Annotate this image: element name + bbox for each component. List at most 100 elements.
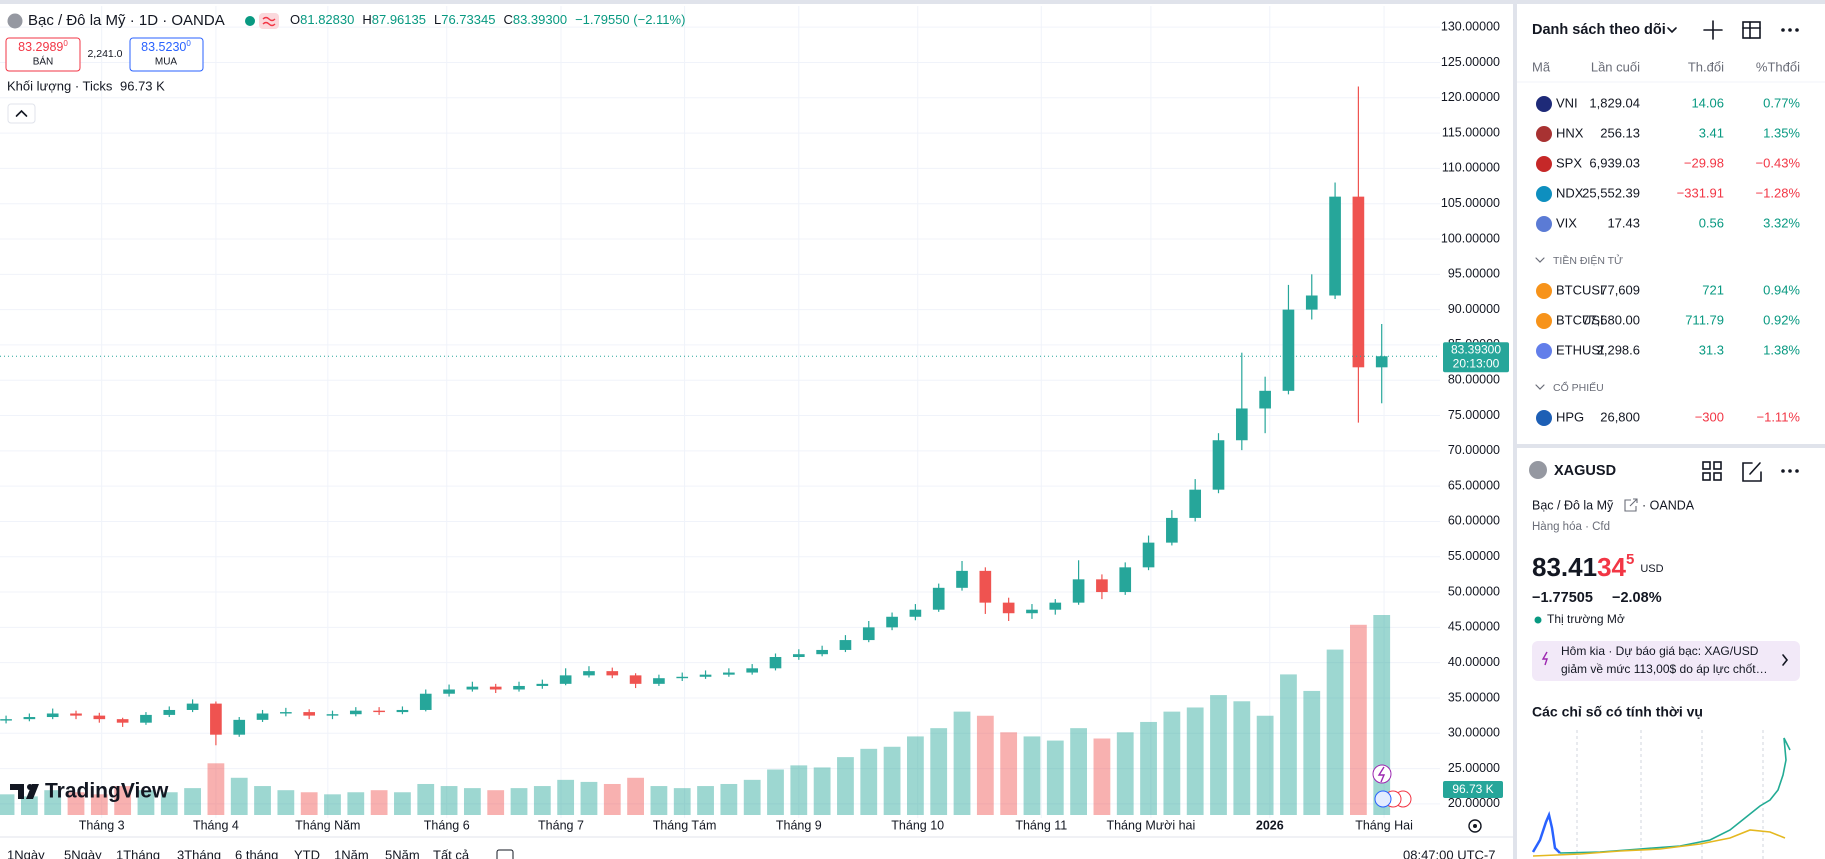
sell-price[interactable]: 83.29890 [18, 39, 68, 55]
candle-body [839, 640, 852, 650]
row-change: −331.91 [1677, 185, 1724, 200]
candle-body [956, 570, 968, 588]
section-title[interactable]: TIỀN ĐIỆN TỬ [1553, 254, 1623, 267]
row-symbol[interactable]: BTCUSDT [1556, 312, 1617, 327]
event-bolt[interactable] [1377, 766, 1386, 783]
volume-bar [1046, 740, 1064, 815]
sell-label[interactable]: BÁN [33, 55, 54, 68]
event-icon[interactable] [1372, 764, 1392, 784]
x-tick-label: Tháng 6 [424, 818, 470, 832]
volume-bar [790, 765, 808, 815]
seasonal-title: Các chỉ số có tính thời vụ [1532, 704, 1703, 720]
symbol-title: Bạc / Đô la Mỹ · 1D · OANDA [28, 12, 225, 29]
y-tick-label: 110.00000 [1442, 161, 1500, 175]
edit-icon[interactable] [1742, 462, 1762, 482]
grid-icon[interactable] [1713, 461, 1722, 470]
settings-icon-dot[interactable] [1473, 824, 1477, 828]
y-tick-label: 125.00000 [1441, 55, 1500, 69]
volume-bar [440, 786, 458, 815]
more-icon[interactable] [1781, 469, 1799, 473]
range-button[interactable]: Tất cả [433, 847, 470, 859]
y-tick-label: 35.00000 [1448, 690, 1500, 704]
candle-body [979, 570, 992, 603]
row-symbol[interactable]: VNI [1556, 95, 1578, 110]
details-name[interactable]: Bạc / Đô la Mỹ [1532, 498, 1614, 512]
layout-icon-lines[interactable] [1742, 21, 1761, 39]
row-last: 26,800 [1600, 409, 1640, 424]
section-chevron[interactable] [1535, 384, 1545, 390]
row-symbol[interactable]: SPX [1556, 155, 1582, 170]
grid-icon[interactable] [1702, 461, 1711, 470]
buy-price[interactable]: 83.52300 [141, 39, 191, 55]
grid-icon[interactable] [1702, 472, 1711, 481]
news-card[interactable] [1532, 641, 1800, 681]
column-change-pct[interactable]: %Thđổi [1756, 59, 1800, 74]
row-symbol[interactable]: HNX [1556, 125, 1584, 140]
buy-button[interactable] [129, 37, 204, 72]
grid-icon[interactable] [1713, 472, 1722, 481]
settings-icon[interactable] [1468, 819, 1482, 833]
volume-bar [207, 763, 225, 815]
volume-bar [557, 779, 575, 815]
volume-title: Khối lượng · Ticks [7, 78, 113, 93]
volume-bar [1233, 701, 1251, 815]
sell-price-sup[interactable]: 0 [63, 39, 68, 48]
news-line-2[interactable]: giảm về mức 113,00$ do áp lực chốt… [1561, 662, 1768, 676]
y-tick-label: 30.00000 [1448, 726, 1500, 740]
column-change[interactable]: Th.đổi [1688, 59, 1724, 74]
volume-bar [0, 794, 15, 815]
watchlist-title[interactable]: Danh sách theo dõi [1532, 22, 1666, 38]
news-chevron[interactable] [1782, 654, 1789, 666]
range-button[interactable]: 1Ngày [7, 847, 45, 859]
row-symbol[interactable]: VIX [1556, 215, 1577, 230]
logo-text: TradingView [45, 780, 169, 803]
buy-label[interactable]: MUA [155, 57, 178, 68]
candle-body [699, 674, 712, 677]
range-button[interactable]: 5Năm [385, 847, 420, 859]
layout-icon[interactable] [1742, 21, 1761, 39]
more-icon[interactable] [1781, 28, 1799, 32]
range-button[interactable]: 1Năm [334, 847, 369, 859]
sell-button[interactable] [5, 37, 81, 72]
column-last[interactable]: Lần cuối [1591, 59, 1640, 74]
buy-price-main[interactable]: 83.5230 [141, 40, 186, 54]
flag-icon[interactable] [1374, 790, 1392, 808]
row-change: 0.56 [1699, 215, 1724, 230]
row-symbol[interactable]: NDX [1556, 185, 1584, 200]
collapse-button[interactable] [7, 103, 36, 124]
news-line-1[interactable]: Hôm kia · Dự báo giá bạc: XAG/USD [1561, 644, 1759, 658]
y-tick-label: 130.00000 [1441, 19, 1500, 33]
volume-bar [1280, 674, 1297, 815]
volume-bar [44, 790, 62, 815]
row-symbol[interactable]: ETHUSD [1556, 342, 1609, 357]
add-icon[interactable] [1703, 20, 1723, 40]
news-icon[interactable] [1541, 651, 1548, 666]
ohlc-value: 87.96135 [372, 12, 426, 27]
watchlist-chevron[interactable] [1667, 27, 1677, 34]
volume-bar [1350, 624, 1367, 815]
volume-bar [953, 711, 971, 815]
sell-price-main[interactable]: 83.2989 [18, 40, 63, 54]
range-button[interactable]: 5Ngày [64, 847, 102, 859]
external-link-icon[interactable] [1624, 498, 1638, 512]
section-title[interactable]: CỔ PHIẾU [1553, 381, 1604, 394]
column-symbol[interactable]: Mã [1532, 59, 1551, 74]
buy-price-sup[interactable]: 0 [186, 39, 191, 48]
row-symbol[interactable]: HPG [1556, 409, 1584, 424]
section-chevron[interactable] [1535, 257, 1545, 263]
symbol-icon [1536, 410, 1552, 426]
candle-body [443, 689, 455, 694]
y-tick-label: 105.00000 [1441, 196, 1500, 210]
candle-body [373, 710, 385, 713]
candle-body [210, 703, 222, 735]
row-symbol[interactable]: BTCUSD [1556, 282, 1609, 297]
range-button[interactable]: YTD [294, 847, 320, 859]
calendar-icon[interactable] [496, 849, 514, 859]
range-button[interactable]: 1Tháng [116, 847, 160, 859]
price-currency: USD [1640, 563, 1663, 575]
range-button[interactable]: 3Tháng [177, 847, 221, 859]
symbol-icon [1536, 216, 1552, 232]
collapse-icon[interactable] [15, 109, 28, 117]
candle-body [769, 657, 782, 669]
range-button[interactable]: 6 tháng [235, 847, 278, 859]
